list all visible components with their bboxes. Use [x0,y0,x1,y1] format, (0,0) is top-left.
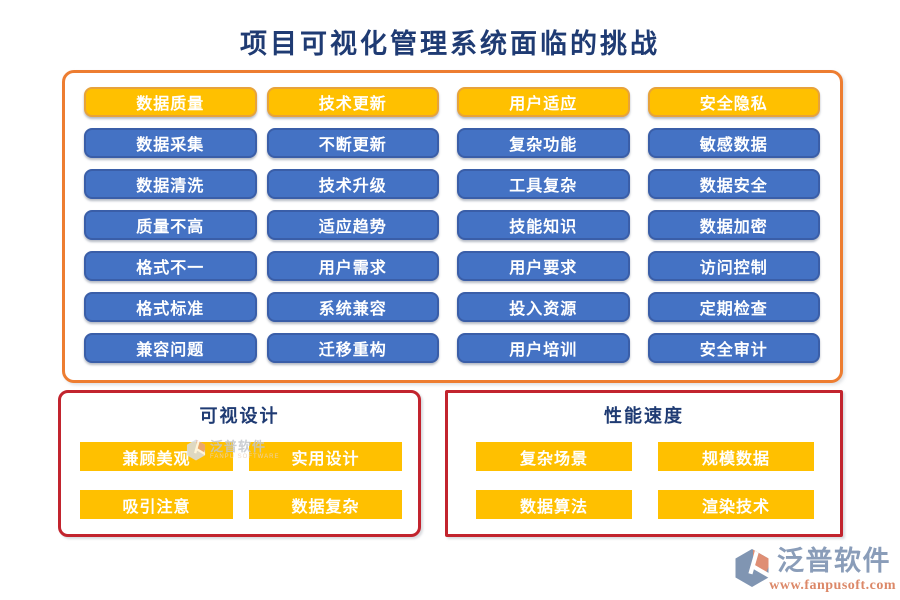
challenge-item-tech-update-4[interactable]: 用户需求 [266,251,439,281]
factor-item-performance-speed-4[interactable]: 渲染技术 [658,490,814,519]
factor-item-visual-design-1[interactable]: 兼顾美观 [80,442,233,471]
group-header-tech-update[interactable]: 技术更新 [266,87,439,117]
challenge-item-tech-update-5[interactable]: 系统兼容 [266,292,439,322]
challenge-column-security-privacy: 安全隐私敏感数据数据安全数据加密访问控制定期检查安全审计 [647,87,820,380]
brand-footer: 泛普软件 www.fanpusoft.com [732,546,896,596]
challenge-item-security-privacy-4[interactable]: 访问控制 [647,251,820,281]
challenge-item-data-quality-3[interactable]: 质量不高 [84,210,257,240]
challenge-item-security-privacy-6[interactable]: 安全审计 [647,333,820,363]
factor-item-performance-speed-2[interactable]: 规模数据 [658,442,814,471]
challenge-item-security-privacy-3[interactable]: 数据加密 [647,210,820,240]
section-title-performance-speed: 性能速度 [604,406,684,426]
section-title-visual-design: 可视设计 [199,406,280,426]
factor-item-performance-speed-1[interactable]: 复杂场景 [476,442,632,471]
section-visual-design: 可视设计 泛普软件 FANPU SOFTWARE 兼顾美观 实用设计 吸引注意 数据复… [58,390,421,537]
challenge-item-data-quality-5[interactable]: 格式标准 [84,292,257,322]
challenge-item-tech-update-6[interactable]: 迁移重构 [266,333,439,363]
challenge-item-user-adaptation-6[interactable]: 用户培训 [457,333,630,363]
factor-item-visual-design-4[interactable]: 数据复杂 [249,490,402,519]
challenge-item-data-quality-4[interactable]: 格式不一 [84,251,257,281]
group-header-data-quality[interactable]: 数据质量 [84,87,257,117]
factor-item-performance-speed-3[interactable]: 数据算法 [476,490,632,519]
challenge-item-tech-update-2[interactable]: 技术升级 [266,169,439,199]
brand-name: 泛普软件 [777,546,891,576]
challenge-item-user-adaptation-3[interactable]: 技能知识 [457,210,630,240]
challenges-panel: 数据质量数据采集数据清洗质量不高格式不一格式标准兼容问题 技术更新不断更新技术升… [62,70,843,383]
performance-speed-factors: 复杂场景 规模数据 数据算法 渲染技术 [476,442,814,519]
challenge-item-security-privacy-1[interactable]: 敏感数据 [647,128,820,158]
brand-url[interactable]: www.fanpusoft.com [769,578,896,593]
challenge-item-tech-update-1[interactable]: 不断更新 [266,128,439,158]
challenge-item-user-adaptation-1[interactable]: 复杂功能 [457,128,630,158]
challenge-item-data-quality-2[interactable]: 数据清洗 [84,169,257,199]
challenge-column-tech-update: 技术更新不断更新技术升级适应趋势用户需求系统兼容迁移重构 [266,87,439,380]
factor-item-visual-design-3[interactable]: 吸引注意 [80,490,233,519]
group-header-user-adaptation[interactable]: 用户适应 [457,87,630,117]
factor-item-visual-design-2[interactable]: 实用设计 [249,442,402,471]
brand-logo-icon [735,549,769,587]
section-performance-speed: 性能速度 复杂场景 规模数据 数据算法 渲染技术 [445,390,843,537]
challenge-item-user-adaptation-5[interactable]: 投入资源 [457,292,630,322]
challenge-item-data-quality-1[interactable]: 数据采集 [84,128,257,158]
challenge-column-user-adaptation: 用户适应复杂功能工具复杂技能知识用户要求投入资源用户培训 [457,87,630,380]
group-header-security-privacy[interactable]: 安全隐私 [647,87,820,117]
challenge-item-data-quality-6[interactable]: 兼容问题 [84,333,257,363]
challenge-item-tech-update-3[interactable]: 适应趋势 [266,210,439,240]
challenge-column-data-quality: 数据质量数据采集数据清洗质量不高格式不一格式标准兼容问题 [84,87,257,380]
challenge-item-security-privacy-5[interactable]: 定期检查 [647,292,820,322]
challenge-item-user-adaptation-2[interactable]: 工具复杂 [457,169,630,199]
visual-design-factors: 兼顾美观 实用设计 吸引注意 数据复杂 [80,442,402,519]
challenge-item-user-adaptation-4[interactable]: 用户要求 [457,251,630,281]
page-title: 项目可视化管理系统面临的挑战 [240,29,660,59]
challenge-item-security-privacy-2[interactable]: 数据安全 [647,169,820,199]
